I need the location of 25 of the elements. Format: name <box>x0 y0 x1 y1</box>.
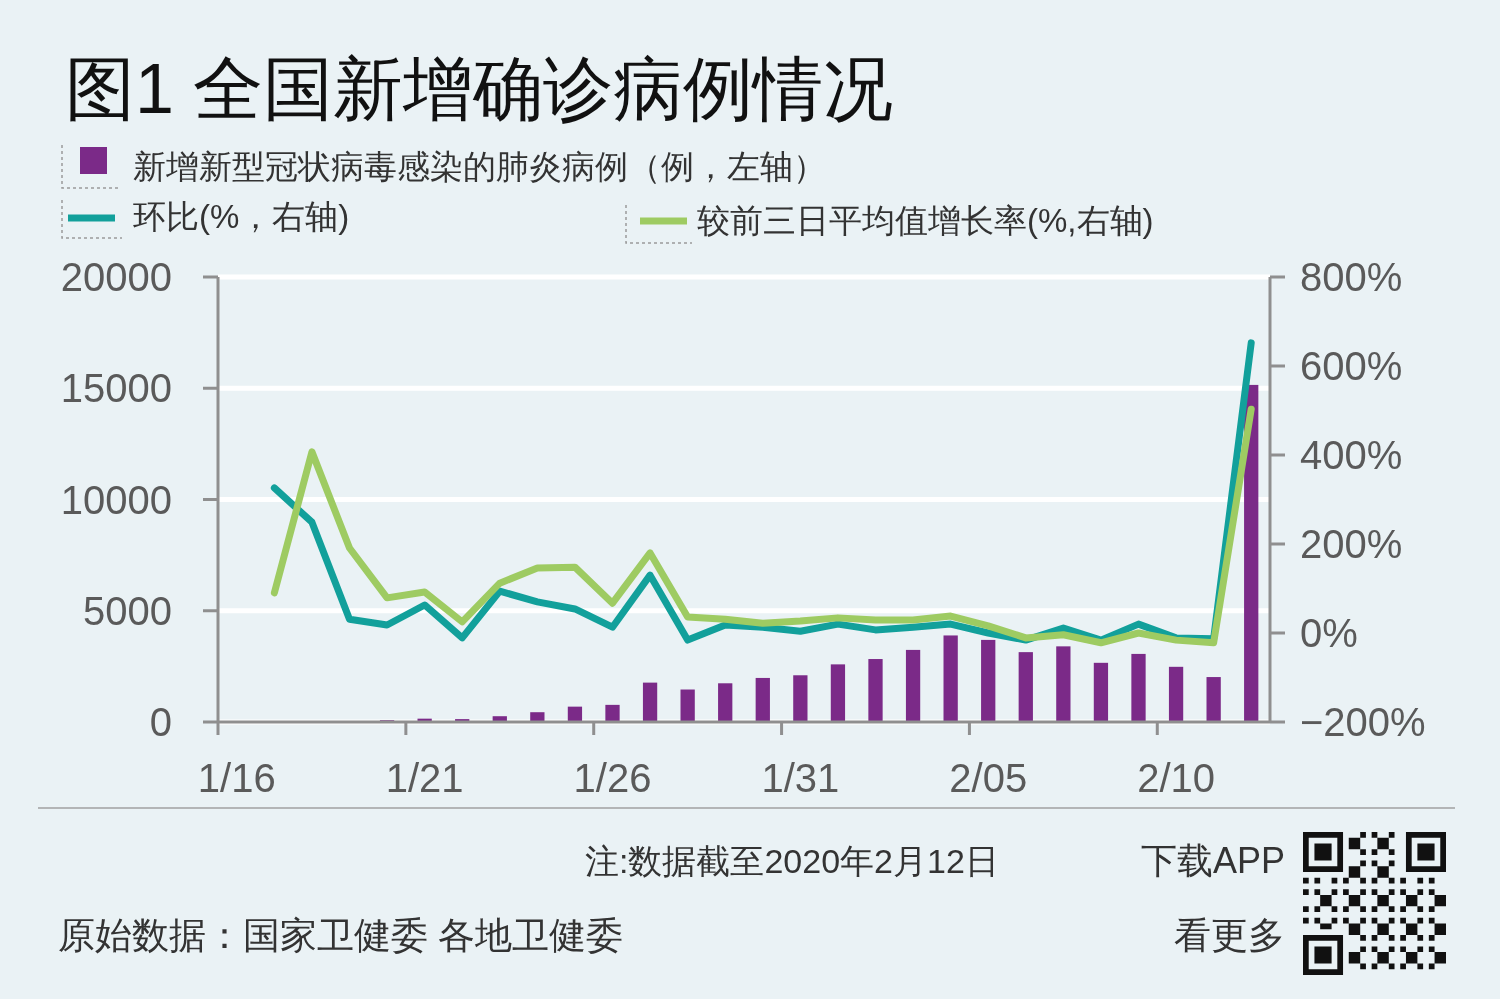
chart-title: 图1 全国新增确诊病例情况 <box>65 50 894 128</box>
y-tick-label: 10000 <box>60 477 172 522</box>
x-tick-label: 2/05 <box>949 756 1028 800</box>
text: 注:数据截至2020年2月12日 <box>585 842 999 880</box>
y2-tick-label: 400% <box>1300 433 1403 477</box>
y-tick-label: 0 <box>149 700 172 744</box>
legend-label: 环比(%，右轴) <box>133 198 350 235</box>
legend-label: 新增新型冠状病毒感染的肺炎病例（例，左轴） <box>133 148 826 185</box>
legend-label: 较前三日平均值增长率(%,右轴) <box>697 202 1154 239</box>
y-tick-label: 15000 <box>60 366 172 411</box>
y2-tick-label: 200% <box>1300 522 1403 566</box>
text: 看更多 <box>1174 915 1285 956</box>
text: 下载APP <box>1140 840 1285 881</box>
text: 原始数据：国家卫健委 各地卫健委 <box>58 915 624 956</box>
y2-tick-label: 600% <box>1300 344 1403 388</box>
y2-tick-label: −200% <box>1300 700 1426 744</box>
x-tick-label: 1/21 <box>385 756 464 800</box>
y2-tick-label: 0% <box>1300 611 1358 655</box>
y2-tick-label: 800% <box>1300 255 1403 299</box>
x-tick-label: 2/10 <box>1137 756 1215 800</box>
x-tick-label: 1/26 <box>573 756 652 800</box>
y-tick-label: 5000 <box>83 588 172 633</box>
y-tick-label: 20000 <box>60 255 172 299</box>
x-tick-label: 1/31 <box>761 756 840 800</box>
x-tick-label: 1/16 <box>197 756 276 800</box>
